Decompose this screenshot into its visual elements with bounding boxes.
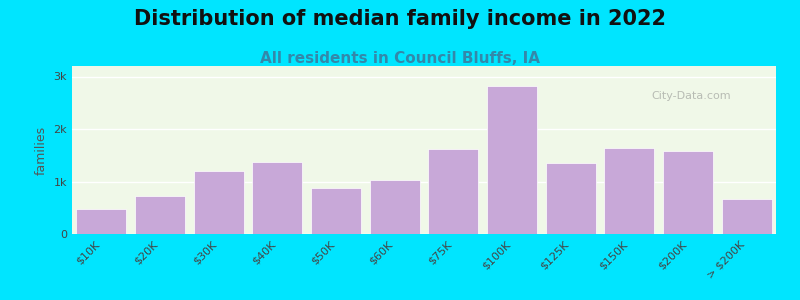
Text: City-Data.com: City-Data.com (652, 91, 731, 101)
Bar (370, 181, 419, 234)
Bar (546, 163, 595, 234)
Y-axis label: families: families (35, 125, 48, 175)
Bar (311, 188, 361, 234)
Bar (722, 200, 771, 234)
Text: All residents in Council Bluffs, IA: All residents in Council Bluffs, IA (260, 51, 540, 66)
Text: Distribution of median family income in 2022: Distribution of median family income in … (134, 9, 666, 29)
Bar (253, 161, 302, 234)
Bar (194, 171, 243, 234)
Bar (663, 151, 713, 234)
Bar (135, 196, 185, 234)
Bar (605, 148, 654, 234)
Bar (77, 209, 126, 234)
Bar (487, 86, 537, 234)
Bar (429, 149, 478, 234)
